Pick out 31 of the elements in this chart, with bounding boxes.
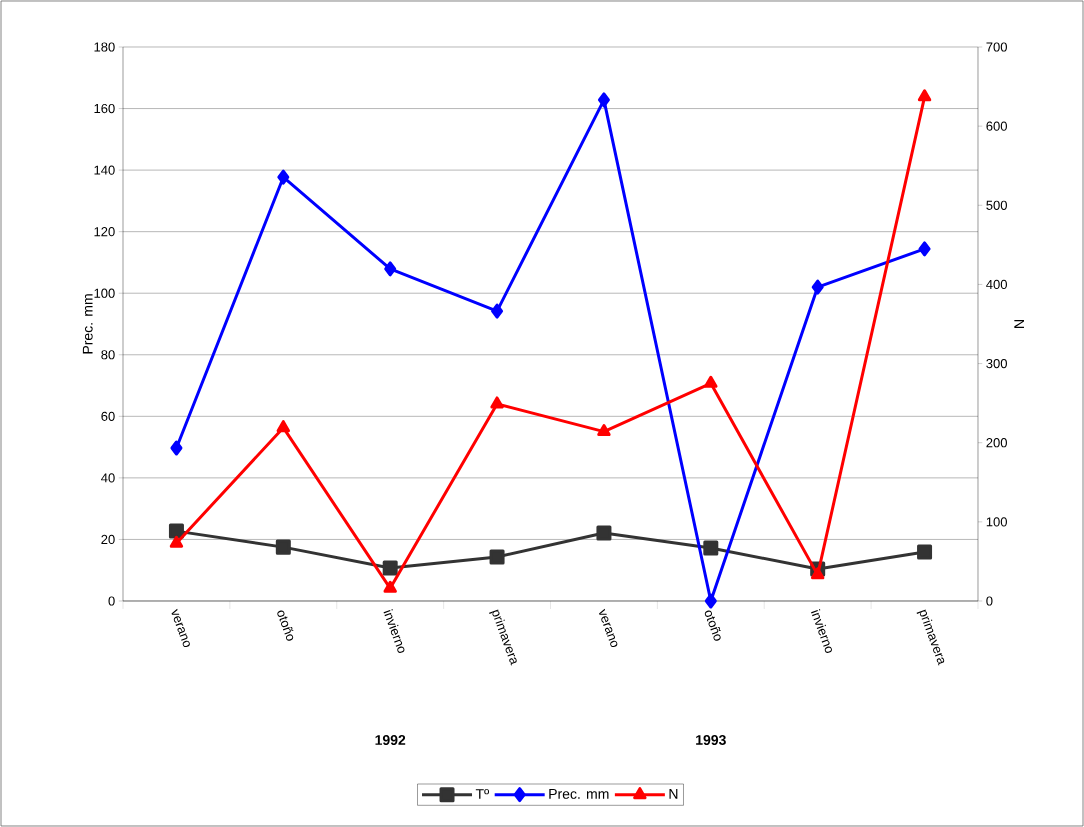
text: 1993	[696, 735, 726, 745]
y-tick-label: 20	[101, 534, 115, 545]
x-tick-label: invierno	[383, 609, 405, 653]
y2-tick-label: 500	[986, 200, 1007, 210]
y-tick-label: 100	[94, 288, 115, 298]
legend-label: Prec. mm	[549, 789, 609, 799]
y2-tick-label: 700	[986, 42, 1007, 52]
y2-tick-label: 200	[986, 438, 1007, 448]
x-tick-label: invierno	[811, 609, 832, 653]
y-tick-label: 0	[108, 596, 115, 606]
x-tick-label: otoño	[277, 610, 294, 641]
y-tick-label: 120	[94, 227, 115, 237]
x-tick-label: verano	[599, 608, 618, 648]
text: 1992	[375, 735, 406, 745]
y-axis-title: Prec. mm	[82, 294, 93, 354]
y2-tick-label: 0	[986, 596, 993, 606]
y-tick-label: 140	[94, 165, 115, 175]
y-tick-label: 160	[94, 103, 115, 114]
y2-axis-title: N	[1014, 320, 1024, 328]
legend-label: Tº	[475, 789, 490, 799]
y-tick-label: 80	[101, 350, 115, 360]
legend-label: N	[669, 789, 678, 799]
y2-tick-label: 400	[986, 279, 1007, 290]
x-tick-label: otoño	[704, 610, 721, 641]
y2-tick-label: 600	[986, 121, 1007, 131]
y-tick-label: 60	[101, 411, 115, 421]
y-tick-label: 40	[101, 473, 115, 483]
y2-tick-label: 300	[986, 358, 1007, 369]
y-tick-label: 180	[94, 42, 115, 52]
y2-tick-label: 100	[986, 517, 1007, 527]
x-tick-label: verano	[171, 608, 190, 648]
